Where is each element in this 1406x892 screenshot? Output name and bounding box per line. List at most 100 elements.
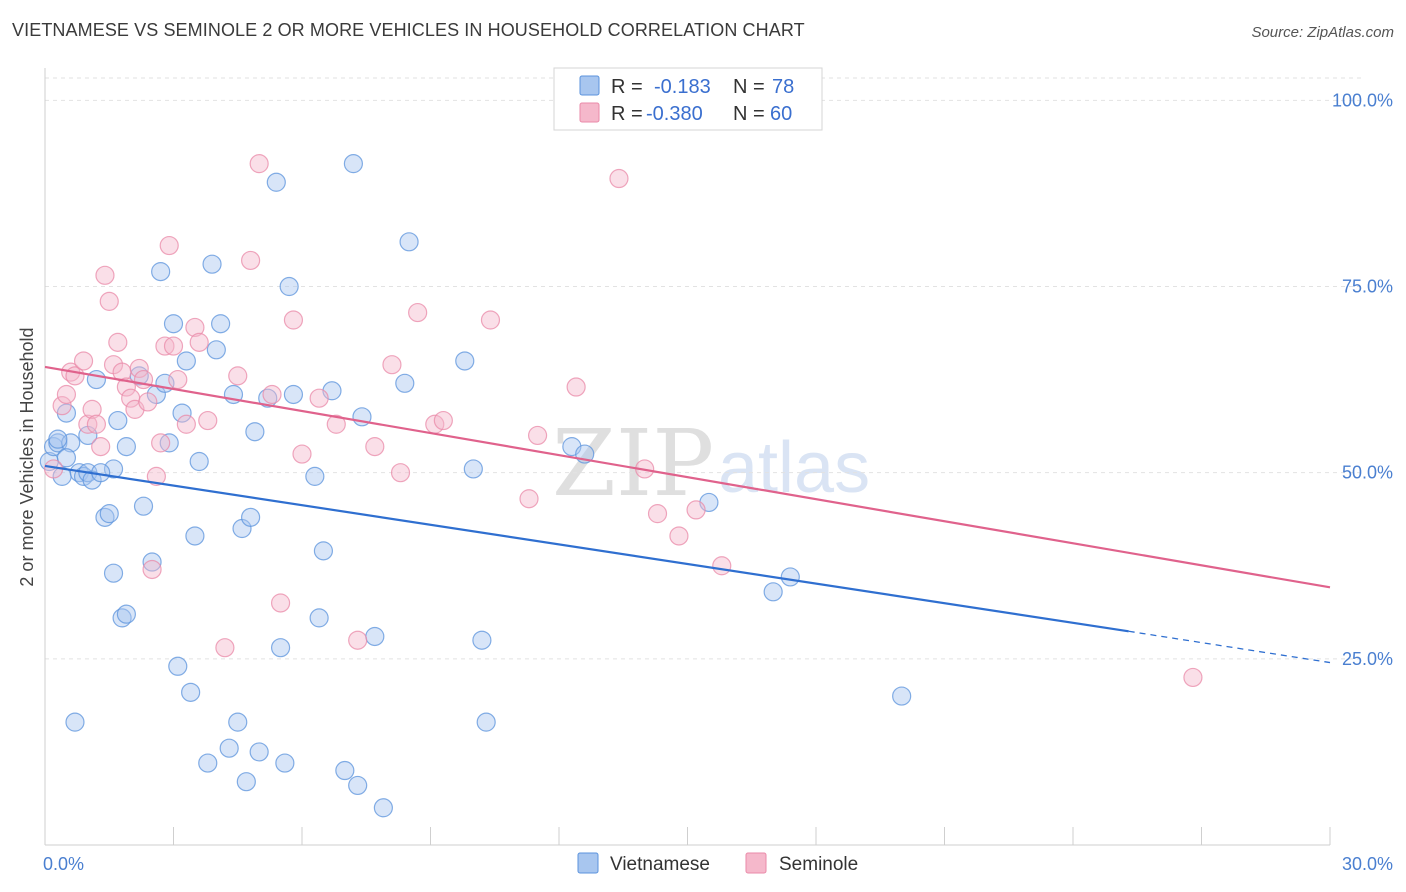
axes [44,68,1331,846]
point-vietnamese [245,422,265,442]
point-seminole [228,366,248,386]
legend-r-label-seminole: R = [611,103,643,125]
point-vietnamese [241,507,261,527]
point-vietnamese [116,604,136,624]
legend-n-label-seminole: N = [733,103,765,125]
point-vietnamese [189,451,209,472]
y-tick-label: 75.0% [1342,277,1393,297]
point-vietnamese [206,340,226,360]
y-tick-label: 50.0% [1342,463,1393,483]
point-seminole [151,433,171,453]
legend-r-value-vietnamese: -0.183 [654,76,711,98]
legend-swatch-vietnamese [579,75,600,96]
bottom-legend-swatch-seminole [745,852,767,874]
y-axis-title: 2 or more Vehicles in Household [17,327,37,586]
point-seminole [176,414,196,434]
point-vietnamese [108,410,128,431]
point-seminole [52,396,72,416]
point-vietnamese [283,384,304,405]
point-seminole [433,410,453,431]
point-vietnamese [228,712,248,732]
point-vietnamese [219,738,239,758]
point-seminole [519,489,539,509]
bottom-legend-label-vietnamese: Vietnamese [610,854,710,875]
chart-title: VIETNAMESE VS SEMINOLE 2 OR MORE VEHICLE… [12,20,805,40]
point-seminole [686,500,706,520]
point-seminole [292,444,312,464]
point-vietnamese [335,760,355,781]
point-vietnamese [48,429,68,449]
source-credit: Source: ZipAtlas.com [1251,24,1394,41]
point-vietnamese [65,712,85,732]
point-seminole [86,414,107,434]
point-seminole [270,593,291,613]
point-vietnamese [185,526,205,546]
point-seminole [56,384,77,405]
point-vietnamese [168,656,188,676]
point-vietnamese [163,314,184,334]
point-seminole [108,332,128,352]
point-vietnamese [270,638,291,658]
point-vietnamese [86,369,107,390]
bottom-legend-swatch-vietnamese [577,852,599,874]
bottom-legend-label-seminole: Seminole [779,854,858,875]
point-vietnamese [309,608,329,628]
point-seminole [129,358,149,379]
legend-swatch-seminole [579,102,600,123]
point-seminole [669,526,689,546]
point-seminole [262,384,282,405]
point-seminole [189,332,209,352]
point-vietnamese [472,630,492,650]
trend-lines [44,365,1331,664]
point-vietnamese [399,232,419,252]
point-seminole [146,466,166,486]
point-seminole [480,310,501,330]
point-seminole [609,168,629,189]
point-vietnamese [198,753,218,773]
point-vietnamese [348,775,368,796]
point-vietnamese [780,567,800,587]
point-seminole [365,437,385,457]
point-vietnamese [56,448,77,468]
point-vietnamese [892,686,912,706]
point-seminole [91,437,111,457]
correlation-legend: R = -0.183 N = 78 R = -0.380 N = 60 [553,67,823,131]
point-seminole [198,410,218,431]
point-seminole [390,463,411,483]
point-vietnamese [172,403,192,423]
point-vietnamese [305,466,325,486]
point-vietnamese [211,314,231,334]
point-seminole [348,630,368,650]
point-vietnamese [395,373,415,393]
point-vietnamese [116,437,136,457]
point-seminole [382,355,402,375]
legend-r-label-vietnamese: R = [611,76,643,98]
point-seminole [326,414,346,434]
series-legend: Vietnamese Seminole [577,852,858,875]
point-vietnamese [99,504,119,524]
legend-r-value-seminole: -0.380 [646,103,703,125]
point-seminole [309,388,329,408]
trend-line-vietnamese-extension [1128,630,1331,664]
point-vietnamese [455,351,475,371]
point-vietnamese [266,172,286,192]
trend-line-vietnamese [44,464,1129,633]
point-seminole [168,369,188,390]
point-vietnamese [365,626,385,647]
point-seminole [1183,667,1203,688]
point-vietnamese [763,582,783,602]
point-vietnamese [151,262,171,282]
point-seminole [712,556,732,576]
legend-n-value-vietnamese: 78 [772,76,794,98]
point-vietnamese [142,552,162,572]
point-seminole [142,559,162,580]
point-seminole [185,317,205,338]
point-seminole [159,235,179,256]
point-vietnamese [103,563,124,583]
point-vietnamese [103,459,124,479]
point-vietnamese [279,276,299,297]
legend-n-value-seminole: 60 [770,103,792,125]
point-seminole [95,265,115,285]
point-seminole [138,392,158,412]
